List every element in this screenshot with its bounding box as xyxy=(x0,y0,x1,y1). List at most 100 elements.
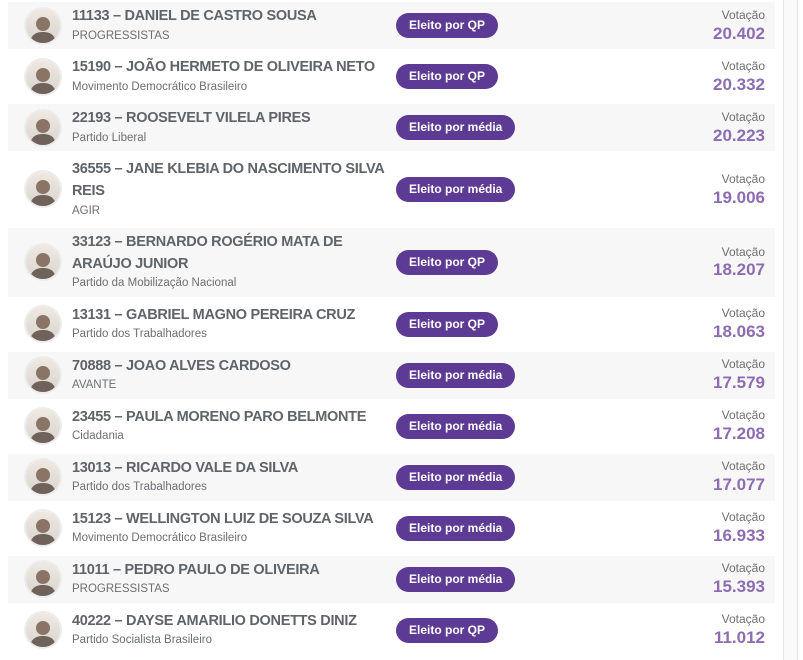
candidate-info: 36555 – JANE KLEBIA DO NASCIMENTO SILVA … xyxy=(72,159,396,220)
candidate-name: 70888 – JOAO ALVES CARDOSO xyxy=(72,357,291,374)
elected-badge: Eleito por QP xyxy=(396,311,499,337)
votes-label: Votação xyxy=(721,459,765,474)
votes-block: Votação 17.208 xyxy=(713,407,765,444)
candidate-party: AGIR xyxy=(72,204,101,217)
candidate-party: Movimento Democrático Brasileiro xyxy=(72,80,248,93)
elected-badge: Eleito por média xyxy=(396,115,516,140)
elected-badge: Eleito por média xyxy=(396,566,516,592)
candidate-row[interactable]: 33123 – BERNARDO ROGÉRIO MATA DE ARAÚJO … xyxy=(8,227,775,297)
candidate-info: 11011 – PEDRO PAULO DE OLIVEIRA PROGRESS… xyxy=(72,560,396,599)
votes-block: Votação 18.207 xyxy=(713,244,765,281)
candidate-info: 70888 – JOAO ALVES CARDOSO AVANTE xyxy=(72,356,396,395)
elected-badge: Eleito por média xyxy=(396,413,516,439)
candidate-name: 33123 – BERNARDO ROGÉRIO MATA DE ARAÚJO … xyxy=(72,233,343,272)
candidate-name: 36555 – JANE KLEBIA DO NASCIMENTO SILVA … xyxy=(72,161,384,199)
elected-badge: Eleito por QP xyxy=(396,249,499,275)
votes-block: Votação 11.012 xyxy=(714,611,765,648)
candidate-info: 15123 – WELLINGTON LUIZ DE SOUZA SILVA M… xyxy=(72,509,396,548)
elected-badge: Eleito por média xyxy=(396,515,516,541)
candidate-row[interactable]: 15123 – WELLINGTON LUIZ DE SOUZA SILVA M… xyxy=(8,504,775,552)
candidate-party: PROGRESSISTAS xyxy=(72,583,170,596)
candidate-row[interactable]: 13131 – GABRIEL MAGNO PEREIRA CRUZ Parti… xyxy=(8,300,775,348)
candidate-row[interactable]: 36555 – JANE KLEBIA DO NASCIMENTO SILVA … xyxy=(8,155,775,224)
votes-block: Votação 19.006 xyxy=(713,171,765,208)
candidate-info: 11133 – DANIEL DE CASTRO SOUSA PROGRESSI… xyxy=(72,6,396,45)
candidate-row[interactable]: 11133 – DANIEL DE CASTRO SOUSA PROGRESSI… xyxy=(8,2,775,49)
votes-value: 20.223 xyxy=(713,125,765,145)
candidate-info: 13013 – RICARDO VALE DA SILVA Partido do… xyxy=(72,458,396,497)
candidate-photo xyxy=(26,59,60,94)
votes-label: Votação xyxy=(721,408,765,423)
votes-block: Votação 17.077 xyxy=(713,458,765,495)
candidate-row[interactable]: 22193 – ROOSEVELT VILELA PIRES Partido L… xyxy=(8,104,775,151)
candidate-name: 23455 – PAULA MORENO PARO BELMONTE xyxy=(72,408,367,425)
candidate-row[interactable]: 70888 – JOAO ALVES CARDOSO AVANTE Eleito… xyxy=(8,351,775,399)
votes-value: 11.012 xyxy=(713,628,765,648)
candidate-info: 40222 – DAYSE AMARILIO DONETTS DINIZ Par… xyxy=(72,611,396,650)
votes-label: Votação xyxy=(721,510,765,525)
candidate-photo xyxy=(26,307,60,341)
scrollbar-track[interactable] xyxy=(783,0,798,660)
votes-block: Votação 16.933 xyxy=(713,509,765,546)
candidate-party: Cidadania xyxy=(72,430,124,443)
candidate-info: 23455 – PAULA MORENO PARO BELMONTE Cidad… xyxy=(72,407,396,446)
votes-label: Votação xyxy=(721,306,765,321)
candidate-photo xyxy=(26,110,60,145)
candidate-name: 40222 – DAYSE AMARILIO DONETTS DINIZ xyxy=(72,612,357,629)
candidate-party: Partido Liberal xyxy=(72,131,147,144)
candidate-photo xyxy=(26,172,60,207)
votes-value: 16.933 xyxy=(713,526,765,546)
votes-label: Votação xyxy=(721,109,765,124)
votes-value: 20.402 xyxy=(713,23,765,43)
person-icon xyxy=(30,366,56,392)
votes-block: Votação 17.579 xyxy=(713,356,765,393)
elected-badge: Eleito por QP xyxy=(396,13,499,38)
votes-label: Votação xyxy=(721,612,765,627)
votes-block: Votação 20.223 xyxy=(713,109,765,146)
candidate-name: 13013 – RICARDO VALE DA SILVA xyxy=(72,459,299,476)
elected-badge: Eleito por média xyxy=(396,176,516,202)
votes-label: Votação xyxy=(721,561,765,576)
person-icon xyxy=(30,253,56,280)
candidate-list: 11133 – DANIEL DE CASTRO SOUSA PROGRESSI… xyxy=(8,2,775,658)
votes-value: 19.006 xyxy=(713,187,765,207)
candidate-photo xyxy=(26,511,60,545)
candidate-photo xyxy=(26,613,60,647)
votes-label: Votação xyxy=(721,244,765,259)
candidate-photo xyxy=(26,358,60,392)
candidate-photo xyxy=(26,562,60,596)
candidate-row[interactable]: 23455 – PAULA MORENO PARO BELMONTE Cidad… xyxy=(8,402,775,450)
candidate-info: 15190 – JOÃO HERMETO DE OLIVEIRA NETO Mo… xyxy=(72,57,396,96)
votes-block: Votação 20.332 xyxy=(713,58,765,95)
candidate-name: 22193 – ROOSEVELT VILELA PIRES xyxy=(72,110,311,126)
candidate-row[interactable]: 40222 – DAYSE AMARILIO DONETTS DINIZ Par… xyxy=(8,606,775,654)
votes-value: 15.393 xyxy=(713,577,765,597)
candidate-name: 11011 – PEDRO PAULO DE OLIVEIRA xyxy=(72,561,320,578)
candidate-row[interactable]: 11011 – PEDRO PAULO DE OLIVEIRA PROGRESS… xyxy=(8,555,775,603)
candidate-row[interactable]: 13013 – RICARDO VALE DA SILVA Partido do… xyxy=(8,453,775,501)
candidate-party: AVANTE xyxy=(72,379,117,392)
elected-badge: Eleito por QP xyxy=(396,617,499,643)
votes-block: Votação 18.063 xyxy=(713,305,765,342)
person-icon xyxy=(30,180,56,207)
votes-value: 20.332 xyxy=(713,74,765,94)
candidate-name: 15123 – WELLINGTON LUIZ DE SOUZA SILVA xyxy=(72,510,374,527)
person-icon xyxy=(30,519,56,545)
votes-value: 18.207 xyxy=(713,260,765,280)
candidate-photo xyxy=(26,245,60,280)
votes-value: 17.579 xyxy=(713,373,765,393)
votes-label: Votação xyxy=(721,58,765,73)
elected-badge: Eleito por média xyxy=(396,464,516,490)
candidate-photo xyxy=(26,8,60,43)
person-icon xyxy=(30,315,56,341)
candidate-info: 13131 – GABRIEL MAGNO PEREIRA CRUZ Parti… xyxy=(72,305,396,344)
person-icon xyxy=(30,468,56,494)
person-icon xyxy=(30,570,56,596)
candidate-row[interactable]: 15190 – JOÃO HERMETO DE OLIVEIRA NETO Mo… xyxy=(8,53,775,100)
candidate-photo xyxy=(26,460,60,494)
candidate-name: 15190 – JOÃO HERMETO DE OLIVEIRA NETO xyxy=(72,59,375,75)
candidate-photo xyxy=(26,409,60,443)
votes-block: Votação 20.402 xyxy=(713,7,765,44)
elected-badge: Eleito por QP xyxy=(396,64,499,89)
candidate-party: PROGRESSISTAS xyxy=(72,29,170,42)
